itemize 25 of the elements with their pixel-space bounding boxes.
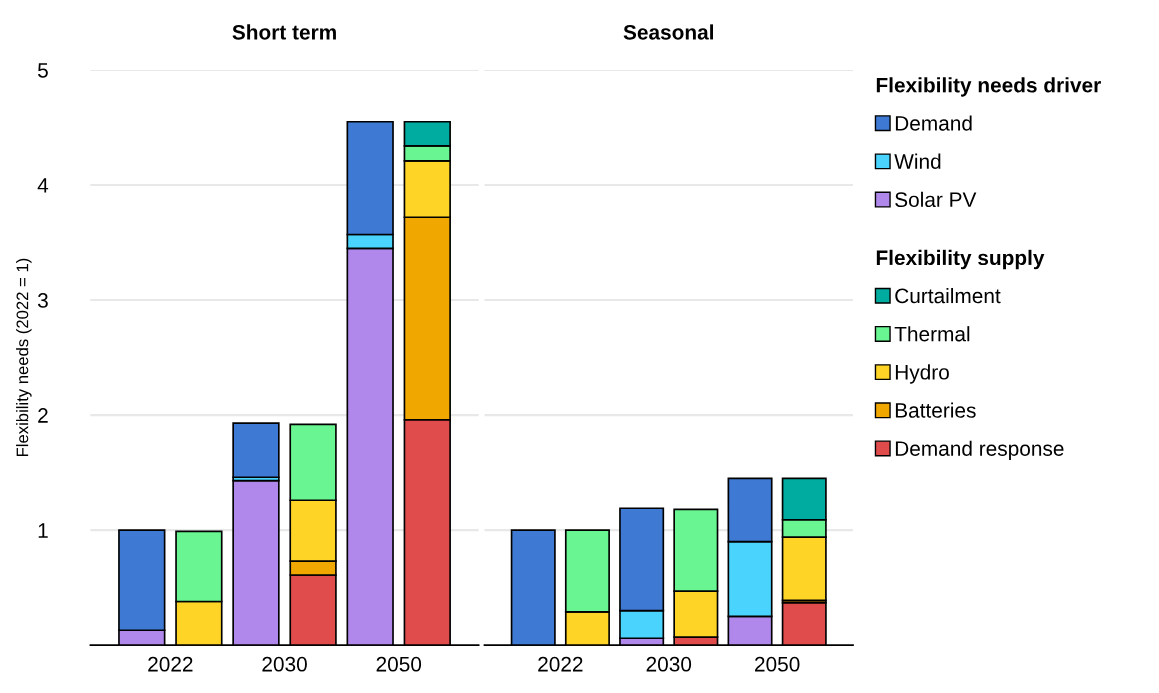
legend-label: Hydro [895,364,949,384]
x-tick-label: 2030 [262,656,307,672]
legend-label: Thermal [894,326,970,342]
legend-label: Demand [895,115,972,131]
legend-label: Curtailment [895,287,1001,304]
x-tick-label: 2050 [376,656,422,672]
bar [232,422,280,479]
y-tick-label: 2 [38,408,48,423]
x-tick-label: 2022 [148,656,193,672]
y-tick-label: 5 [37,63,48,78]
y-tick-label: 1 [38,523,48,538]
chart-title: Seasonal [623,24,714,40]
legend-label: Demand response [895,440,1064,461]
y-tick-label: 3 [37,293,48,308]
legend-title: Flexibility needs driver [876,77,1101,97]
legend-label: Wind [894,153,941,169]
x-tick-label: 2022 [538,656,583,672]
text: Flexibility supply [876,249,1045,270]
legend-label: Solar PV [895,191,977,208]
y-tick-label: 4 [37,178,49,193]
x-tick-label: 2050 [755,656,800,672]
chart-title: Short term [232,24,336,40]
y-axis-title: Flexibility needs (2022 = 1) [16,258,32,457]
x-tick-label: 2030 [646,656,692,672]
legend-label: Batteries [895,402,976,418]
